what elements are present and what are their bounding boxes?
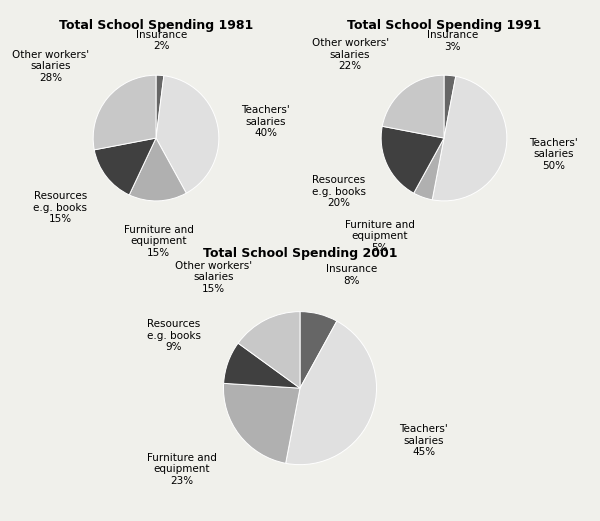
Wedge shape [94,138,156,195]
Wedge shape [156,75,164,138]
Title: Total School Spending 2001: Total School Spending 2001 [203,247,397,260]
Text: Furniture and
equipment
15%: Furniture and equipment 15% [124,225,194,258]
Text: Resources
e.g. books
15%: Resources e.g. books 15% [34,191,88,225]
Text: Resources
e.g. books
20%: Resources e.g. books 20% [311,175,365,208]
Text: Teachers'
salaries
50%: Teachers' salaries 50% [529,138,578,171]
Title: Total School Spending 1981: Total School Spending 1981 [59,19,253,32]
Text: Other workers'
salaries
28%: Other workers' salaries 28% [12,49,89,83]
Text: Insurance
3%: Insurance 3% [427,30,478,52]
Text: Other workers'
salaries
15%: Other workers' salaries 15% [175,261,252,294]
Wedge shape [156,76,219,193]
Text: Other workers'
salaries
22%: Other workers' salaries 22% [311,38,389,71]
Wedge shape [444,75,456,138]
Wedge shape [300,312,337,388]
Wedge shape [382,75,444,138]
Wedge shape [432,76,507,201]
Text: Furniture and
equipment
5%: Furniture and equipment 5% [345,220,415,253]
Wedge shape [224,343,300,388]
Text: Resources
e.g. books
9%: Resources e.g. books 9% [146,319,200,352]
Wedge shape [93,75,156,150]
Wedge shape [129,138,186,201]
Wedge shape [238,312,300,388]
Wedge shape [414,138,444,200]
Wedge shape [381,126,444,193]
Wedge shape [223,383,300,463]
Text: Furniture and
equipment
23%: Furniture and equipment 23% [146,453,217,486]
Wedge shape [286,321,377,465]
Text: Teachers'
salaries
45%: Teachers' salaries 45% [400,424,448,457]
Title: Total School Spending 1991: Total School Spending 1991 [347,19,541,32]
Text: Insurance
2%: Insurance 2% [136,30,187,52]
Text: Insurance
8%: Insurance 8% [326,264,377,286]
Text: Teachers'
salaries
40%: Teachers' salaries 40% [241,105,290,139]
